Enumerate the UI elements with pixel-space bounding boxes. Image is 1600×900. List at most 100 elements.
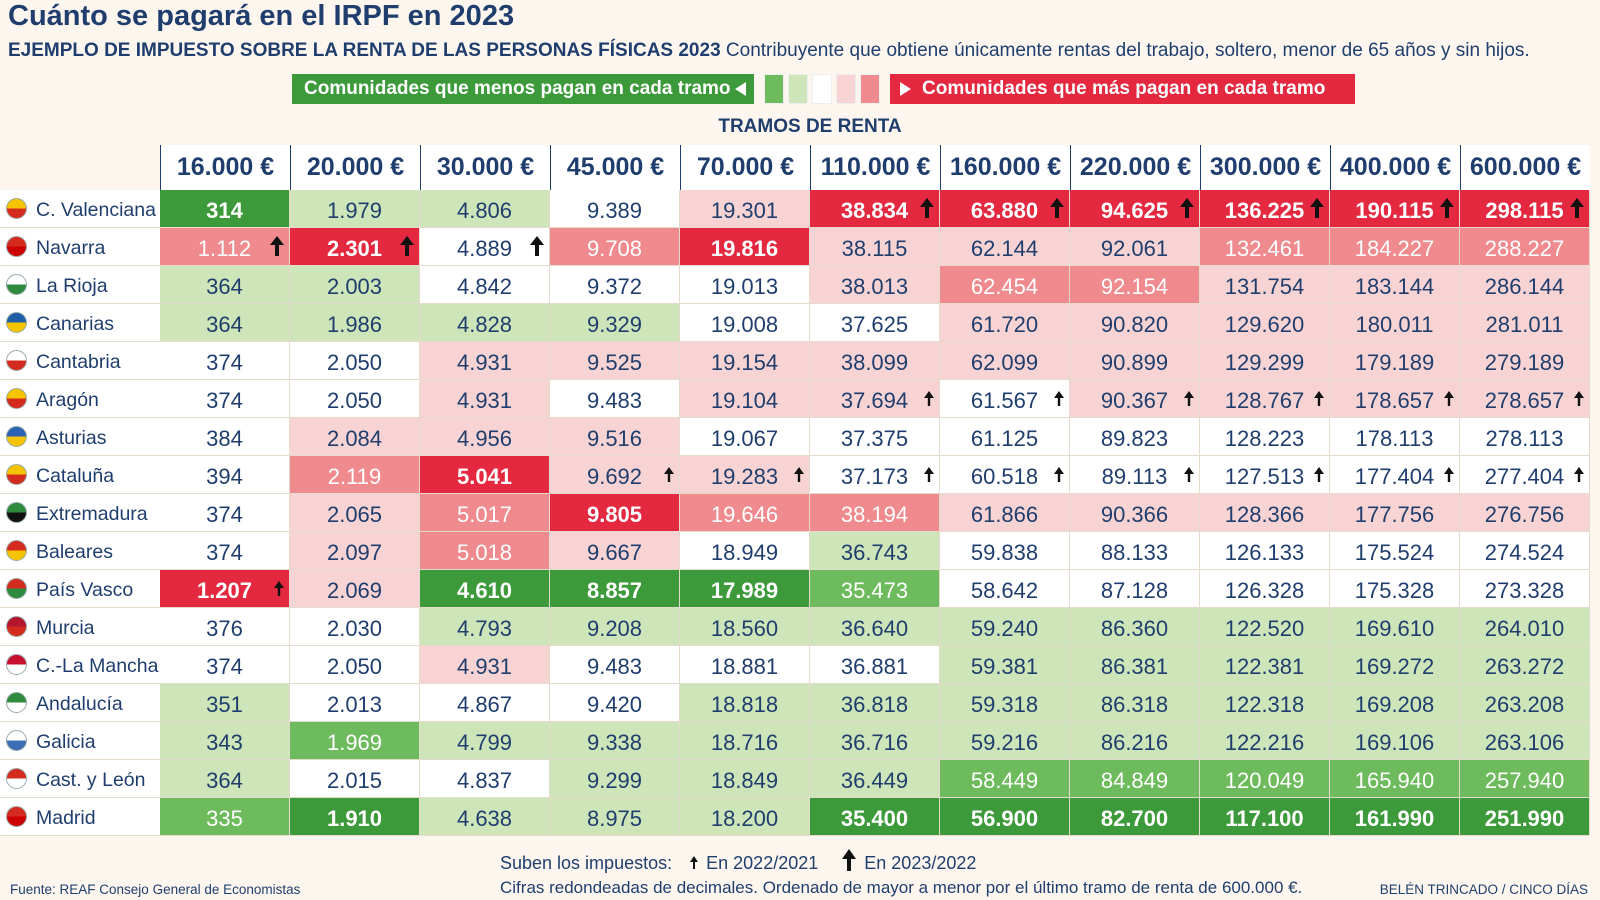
cell-value: 19.154 [710,350,779,375]
cell-value: 4.956 [456,426,513,451]
cell: 1.986 [290,304,420,342]
cell: 4.799 [420,722,550,760]
cell-value: 94.625 [1100,198,1169,223]
small-arrow [664,467,674,482]
cell-value: 120.049 [1224,768,1305,793]
cell: 5.017 [420,494,550,532]
small-arrow-icon [690,856,699,869]
footer-note: Cifras redondeadas de decimales. Ordenad… [500,878,1303,897]
flag [6,236,27,257]
row-name: La Rioja [0,266,160,304]
cell: 132.461 [1200,228,1330,266]
row-name-label: País Vasco [36,579,134,601]
cell-value: 92.061 [1100,236,1169,261]
flag [6,312,27,333]
small-arrow [1054,467,1064,482]
cell-value: 9.329 [586,312,643,337]
cell: 36.640 [810,608,940,646]
cell: 278.113 [1460,418,1590,456]
cell: 343 [160,722,290,760]
cell: 274.524 [1460,532,1590,570]
cell-value: 4.931 [456,388,513,413]
flag [6,616,27,637]
small-arrow [1314,467,1324,482]
flag [6,578,27,599]
cell: 9.338 [550,722,680,760]
cell: 61.720 [940,304,1070,342]
cell-value: 37.375 [840,426,909,451]
row-name: Navarra [0,228,160,266]
source: Fuente: REAF Consejo General de Economis… [10,882,301,897]
flag [6,426,27,447]
cell: 279.189 [1460,342,1590,380]
legend-swatch [860,74,880,104]
cell-value: 251.990 [1484,806,1565,831]
legend-swatch [764,74,784,104]
cell: 273.328 [1460,570,1590,608]
cell: 126.133 [1200,532,1330,570]
cell: 128.767 [1200,380,1330,418]
row-name-label: Madrid [36,807,96,829]
cell-value: 2.065 [326,502,383,527]
cell-value: 9.389 [586,198,643,223]
cell: 36.449 [810,760,940,798]
cell-value: 286.144 [1484,274,1565,299]
cell: 278.657 [1460,380,1590,418]
cell: 37.375 [810,418,940,456]
group-header: TRAMOS DE RENTA [718,116,902,137]
cell-value: 38.194 [840,502,909,527]
cell-value: 86.318 [1100,692,1169,717]
cell-value: 394 [206,464,243,489]
cell: 58.642 [940,570,1070,608]
cell-value: 2.050 [326,350,383,375]
cell-value: 59.318 [970,692,1039,717]
cell: 18.881 [680,646,810,684]
column-header: 30.000 € [420,145,550,190]
cell-value: 374 [206,540,243,565]
cell: 92.061 [1070,228,1200,266]
cell: 9.805 [550,494,680,532]
cell-value: 1.910 [326,806,383,831]
cell: 4.931 [420,646,550,684]
small-arrow [1054,391,1064,406]
cell-value: 9.525 [586,350,643,375]
cell-value: 335 [206,806,243,831]
row-name-label: La Rioja [36,275,108,297]
cell: 56.900 [940,798,1070,836]
cell-value: 1.979 [326,198,383,223]
cell-value: 59.216 [970,730,1039,755]
row-name: Murcia [0,608,160,646]
cell: 120.049 [1200,760,1330,798]
column-header: 20.000 € [290,145,420,190]
cell-value: 180.011 [1355,312,1434,337]
cell: 89.823 [1070,418,1200,456]
cell-value: 4.793 [456,616,513,641]
cell-value: 56.900 [970,806,1039,831]
cell: 2.050 [290,646,420,684]
cell-value: 2.015 [326,768,383,793]
cell: 169.208 [1330,684,1460,722]
flag [6,730,27,751]
big-arrow [1050,198,1064,218]
cell-value: 88.133 [1100,540,1169,565]
cell: 36.716 [810,722,940,760]
cell: 9.525 [550,342,680,380]
cell-value: 274.524 [1484,540,1565,565]
cell-value: 9.483 [586,654,643,679]
cell-value: 59.240 [970,616,1039,641]
cell: 374 [160,380,290,418]
cell-value: 9.708 [586,236,643,261]
cell-value: 364 [206,768,243,793]
cell: 59.216 [940,722,1070,760]
cell-value: 184.227 [1354,236,1435,261]
flag [6,806,27,827]
cell: 2.301 [290,228,420,266]
row-name: Madrid [0,798,160,836]
cell-value: 36.449 [840,768,909,793]
cell-value: 4.828 [456,312,513,337]
cell-value: 62.454 [970,274,1039,299]
row-name-label: C. Valenciana [36,199,156,221]
cell: 4.931 [420,380,550,418]
cell: 82.700 [1070,798,1200,836]
cell: 374 [160,494,290,532]
